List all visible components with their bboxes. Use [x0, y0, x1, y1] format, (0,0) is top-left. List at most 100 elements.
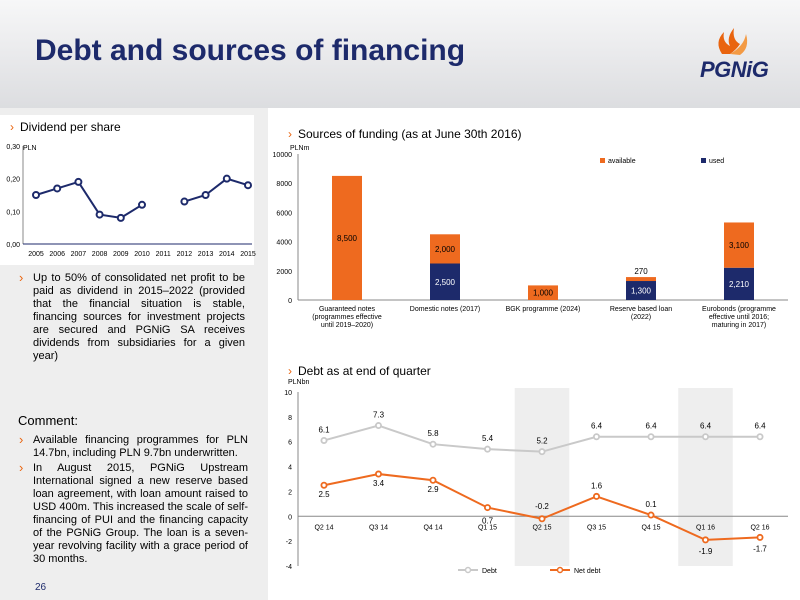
y-tick-label: 4 — [288, 465, 292, 472]
funding-section-title: › Sources of funding (as at June 30th 201… — [288, 127, 521, 141]
data-label: 2.5 — [318, 490, 330, 499]
x-tick-label: Q3 15 — [587, 524, 606, 531]
legend-swatch-available — [600, 158, 605, 163]
comment-bullet: Available financing programmes for PLN 1… — [17, 433, 248, 460]
category-label: Eurobonds (programme effective until 2016… — [702, 306, 776, 329]
data-point — [592, 433, 600, 441]
x-tick-label: Q4 15 — [641, 524, 660, 531]
y-tick-label: -4 — [286, 564, 292, 571]
dividend-section-title: › Dividend per share — [10, 120, 121, 134]
bar-label-used: 1,300 — [631, 287, 652, 296]
y-tick-label: 0,00 — [6, 242, 20, 249]
bar-used — [626, 281, 656, 300]
legend-label: Debt — [482, 568, 497, 575]
data-point — [538, 515, 546, 523]
data-label: 1.6 — [591, 481, 603, 490]
legend-swatch-used — [701, 158, 706, 163]
data-label: -0.2 — [535, 502, 549, 511]
legend-marker — [464, 566, 472, 574]
funding-y-unit: PLNm — [290, 145, 310, 152]
category-label: BGK programme (2024) — [506, 306, 581, 313]
bar-available — [332, 175, 362, 300]
data-point — [74, 177, 83, 186]
data-point — [538, 448, 546, 456]
x-tick-label: 2008 — [92, 251, 108, 258]
data-point — [701, 433, 709, 441]
bar-used — [724, 267, 754, 300]
y-tick-label: 0,20 — [6, 177, 20, 184]
x-tick-label: Q1 16 — [696, 524, 715, 531]
dividend-chart: 0,00 0,10 0,20 0,30 2005 2006 2007 2008 2009 201… — [6, 144, 256, 258]
data-label: -1.7 — [753, 544, 767, 553]
chevron-right-icon: › — [288, 364, 292, 378]
data-label: 5.8 — [427, 429, 439, 438]
data-label: 6.1 — [318, 425, 330, 434]
x-tick-label: 2009 — [113, 251, 129, 258]
bar-available — [528, 285, 558, 300]
chevron-right-icon: › — [10, 120, 14, 134]
data-point — [647, 433, 655, 441]
legend-label: used — [709, 158, 724, 165]
funding-title-text: Sources of funding (as at June 30th 2016… — [298, 127, 522, 141]
highlight-band — [678, 388, 733, 566]
y-tick-label: 8000 — [276, 181, 292, 188]
x-tick-label: Q2 14 — [314, 524, 333, 531]
data-point — [180, 197, 189, 206]
y-tick-label: 2 — [288, 489, 292, 496]
data-label: 0.1 — [645, 500, 657, 509]
data-label: 6.4 — [754, 422, 766, 431]
data-point — [756, 433, 764, 441]
data-point — [320, 481, 328, 489]
data-point — [320, 436, 328, 444]
x-tick-label: Q1 15 — [478, 524, 497, 531]
legend-label: Net debt — [574, 568, 601, 575]
comment-bullet: In August 2015, PGNiG Upstream Internati… — [17, 461, 248, 566]
data-label: 5.4 — [482, 434, 494, 443]
x-tick-label: Q3 14 — [369, 524, 388, 531]
legend-marker — [556, 566, 564, 574]
debt-title-text: Debt as at end of quarter — [298, 364, 431, 378]
data-point — [375, 470, 383, 478]
y-tick-label: 6000 — [276, 210, 292, 217]
x-tick-label: 2015 — [240, 251, 256, 258]
dividend-title-text: Dividend per share — [20, 120, 121, 134]
highlight-band — [514, 388, 570, 566]
dividend-policy-text: Up to 50% of consolidated net profit to … — [17, 271, 245, 363]
dividend-policy-bullet: Up to 50% of consolidated net profit to … — [17, 271, 245, 363]
debt-y-unit: PLNbn — [288, 379, 310, 386]
data-point — [95, 210, 104, 219]
category-label: Domestic notes (2017) — [410, 306, 480, 313]
data-point — [429, 476, 437, 484]
data-point — [756, 533, 764, 541]
x-tick-label: 2011 — [156, 251, 171, 258]
x-tick-label: Q2 15 — [532, 524, 551, 531]
y-tick-label: 0 — [288, 514, 292, 521]
y-tick-label: 6 — [288, 440, 292, 447]
data-label: 6.4 — [645, 422, 657, 431]
data-label: 3.4 — [373, 479, 385, 488]
comment-text: Available financing programmes for PLN 1… — [17, 433, 248, 566]
data-point — [222, 174, 231, 183]
data-point — [375, 422, 383, 430]
data-point — [116, 213, 125, 222]
data-label: 7.3 — [373, 411, 385, 420]
data-point — [138, 200, 146, 209]
data-point — [483, 445, 491, 453]
x-tick-label: Q2 16 — [750, 524, 769, 531]
x-tick-label: 2006 — [49, 251, 65, 258]
bar-label-available: 2,000 — [435, 245, 456, 254]
y-tick-label: 4000 — [276, 240, 292, 247]
bar-used — [430, 263, 460, 300]
debt-chart: -4 -2 0 2 4 6 8 10 Q2 14 Q3 14 Q4 14 Q1 15 Q2 15 Q3 … — [284, 379, 788, 575]
y-tick-label: -2 — [286, 539, 292, 546]
header-band — [0, 0, 800, 108]
page-number: 26 — [35, 582, 47, 593]
data-point — [592, 492, 600, 500]
data-point — [701, 536, 709, 544]
flame-icon — [718, 28, 748, 55]
y-tick-label: 0,10 — [6, 209, 20, 216]
data-point — [53, 184, 62, 193]
data-label: 0.7 — [482, 517, 494, 526]
y-tick-label: 10000 — [273, 152, 293, 159]
